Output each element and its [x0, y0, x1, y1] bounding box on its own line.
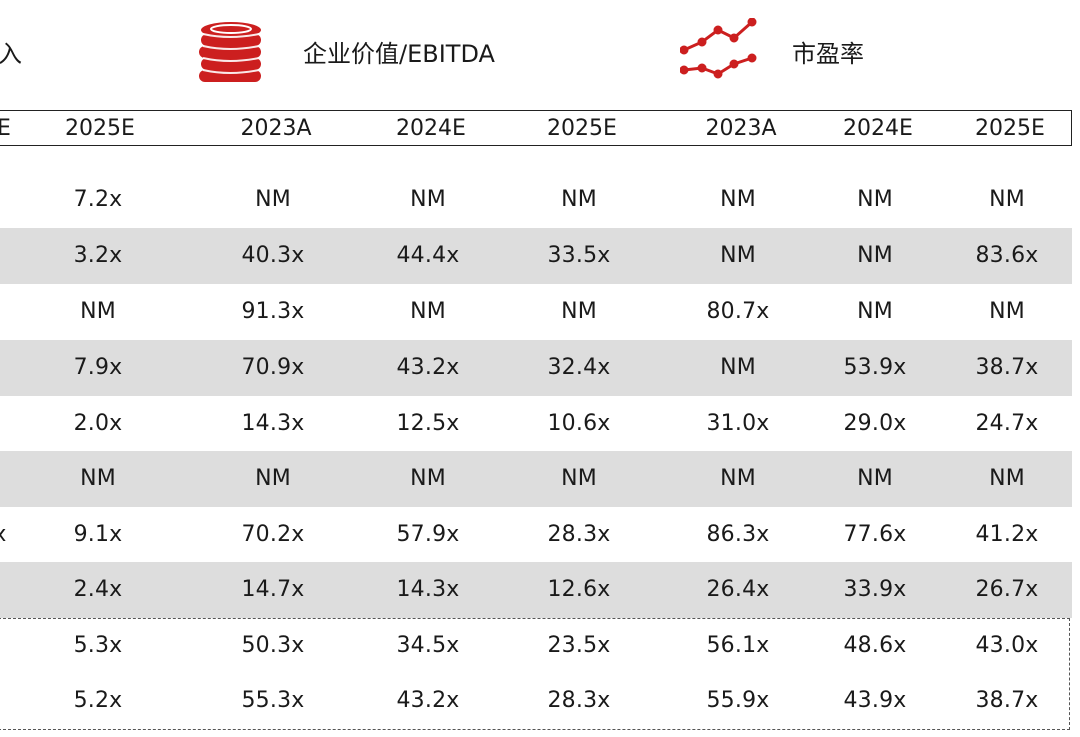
table-cell-c2: 70.9x [241, 355, 305, 380]
table-cell-c7: 38.7x [975, 355, 1039, 380]
table-row: 7.9x 70.9x 43.2x 32.4x NM 53.9x 38.7x [0, 340, 1072, 396]
table-cell-c2: NM [255, 466, 291, 491]
table-cell-c1: NM [80, 466, 116, 491]
table-cell-c1: 2.0x [73, 411, 123, 436]
table-row: 2.4x 14.7x 14.3x 12.6x 26.4x 33.9x 26.7x [0, 562, 1072, 618]
year-col-1: 2025E [65, 116, 135, 141]
table-cell-c3: 34.5x [396, 633, 460, 658]
year-col-6: 2024E [843, 116, 913, 141]
table-cell-c1: 7.9x [73, 355, 123, 380]
table-cell-c2: 55.3x [241, 688, 305, 713]
year-partial: E [0, 116, 11, 141]
table-cell-c5: 55.9x [706, 688, 770, 713]
table-cell-partial: x [0, 507, 65, 563]
table-cell-c5: NM [720, 187, 756, 212]
table-row: NM 91.3x NM NM 80.7x NM NM [0, 284, 1072, 340]
table-cell-c1: 5.2x [73, 688, 123, 713]
table-cell-c2: NM [255, 187, 291, 212]
revenue-label-fragment: 入 [0, 40, 22, 68]
coin-stack-icon [195, 18, 265, 88]
table-cell-c6: NM [857, 466, 893, 491]
table-cell-c2: 40.3x [241, 243, 305, 268]
year-col-2: 2023A [240, 116, 312, 141]
table-cell-c7: NM [989, 187, 1025, 212]
table-cell-c4: NM [561, 187, 597, 212]
pe-label: 市盈率 [792, 40, 864, 68]
table-cell-c1: NM [80, 299, 116, 324]
table-cell-c5: NM [720, 466, 756, 491]
table-cell-c1: 5.3x [73, 633, 123, 658]
table-cell-c7: 43.0x [975, 633, 1039, 658]
table-row: 2.0x 14.3x 12.5x 10.6x 31.0x 29.0x 24.7x [0, 396, 1072, 452]
table-cell-c4: NM [561, 466, 597, 491]
table-cell-c6: 48.6x [843, 633, 907, 658]
table-cell-c7: 26.7x [975, 577, 1039, 602]
table-row: 5.3x 50.3x 34.5x 23.5x 56.1x 48.6x 43.0x [0, 618, 1072, 674]
table-cell-c6: 29.0x [843, 411, 907, 436]
table-cell-c7: NM [989, 466, 1025, 491]
table-cell-c4: 12.6x [547, 577, 611, 602]
table-cell-c5: NM [720, 355, 756, 380]
table-cell-c6: NM [857, 187, 893, 212]
table-cell-c7: 38.7x [975, 688, 1039, 713]
table-cell-c7: 24.7x [975, 411, 1039, 436]
table-cell-c4: 32.4x [547, 355, 611, 380]
summary-dashed-box [0, 618, 1070, 730]
table-row: NM NM NM NM NM NM NM [0, 451, 1072, 507]
table-cell-c5: NM [720, 243, 756, 268]
table-cell-c2: 14.7x [241, 577, 305, 602]
table-cell-c3: NM [410, 466, 446, 491]
table-cell-c2: 50.3x [241, 633, 305, 658]
table-cell-c4: 28.3x [547, 688, 611, 713]
table-cell-c3: 43.2x [396, 688, 460, 713]
table-cell-c3: 43.2x [396, 355, 460, 380]
table-cell-c2: 14.3x [241, 411, 305, 436]
table-cell-c4: NM [561, 299, 597, 324]
table-row: x 9.1x 70.2x 57.9x 28.3x 86.3x 77.6x 41.2x [0, 507, 1072, 563]
table-cell-c2: 70.2x [241, 522, 305, 547]
table-cell-c2: 91.3x [241, 299, 305, 324]
table-cell-c3: 12.5x [396, 411, 460, 436]
table-cell-c6: 33.9x [843, 577, 907, 602]
table-cell-c1: 9.1x [73, 522, 123, 547]
table-row: 7.2x NM NM NM NM NM NM [0, 172, 1072, 228]
table-row: 5.2x 55.3x 43.2x 28.3x 55.9x 43.9x 38.7x [0, 673, 1072, 729]
table-cell-c1: 7.2x [73, 187, 123, 212]
table-cell-c7: 41.2x [975, 522, 1039, 547]
table-cell-c3: 44.4x [396, 243, 460, 268]
ev-ebitda-label: 企业价值/EBITDA [303, 40, 495, 68]
table-cell-c5: 31.0x [706, 411, 770, 436]
table-cell-c5: 26.4x [706, 577, 770, 602]
year-header-box [0, 110, 1072, 146]
table-cell-c7: 83.6x [975, 243, 1039, 268]
year-col-7: 2025E [975, 116, 1045, 141]
table-cell-c6: 43.9x [843, 688, 907, 713]
table-cell-c6: NM [857, 299, 893, 324]
table-cell-c3: NM [410, 299, 446, 324]
year-col-3: 2024E [396, 116, 466, 141]
table-cell-c6: 53.9x [843, 355, 907, 380]
table-cell-c4: 10.6x [547, 411, 611, 436]
table-cell-c1: 2.4x [73, 577, 123, 602]
table-cell-c7: NM [989, 299, 1025, 324]
table-cell-c4: 28.3x [547, 522, 611, 547]
table-cell-c5: 80.7x [706, 299, 770, 324]
table-cell-c6: 77.6x [843, 522, 907, 547]
table-cell-c3: NM [410, 187, 446, 212]
table-cell-c6: NM [857, 243, 893, 268]
table-cell-c4: 23.5x [547, 633, 611, 658]
table-cell-c4: 33.5x [547, 243, 611, 268]
table-row: 3.2x 40.3x 44.4x 33.5x NM NM 83.6x [0, 228, 1072, 284]
table-cell-c3: 57.9x [396, 522, 460, 547]
line-trend-icon [679, 17, 760, 80]
year-col-5: 2023A [705, 116, 777, 141]
year-col-4: 2025E [547, 116, 617, 141]
table-cell-c5: 86.3x [706, 522, 770, 547]
table-cell-c3: 14.3x [396, 577, 460, 602]
table-cell-c1: 3.2x [73, 243, 123, 268]
table-cell-c5: 56.1x [706, 633, 770, 658]
